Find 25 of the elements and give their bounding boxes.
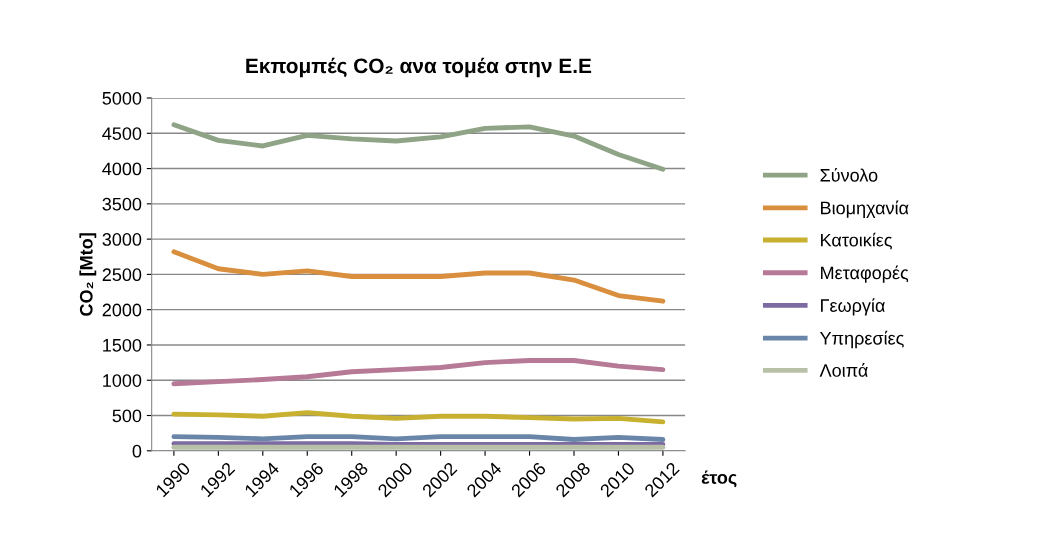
y-tick-label: 4500 (102, 127, 142, 140)
y-tick-label: 4000 (102, 162, 142, 176)
y-tick-label: 2000 (102, 303, 142, 317)
legend-label: Μεταφορές (821, 265, 909, 283)
y-tick-label: 3500 (102, 197, 142, 211)
legend-label: Σύνολο (820, 167, 878, 182)
y-tick-label: 5000 (102, 91, 142, 105)
line-series (171, 122, 666, 172)
y-tick-label: 1000 (103, 374, 142, 387)
y-tick-label: 500 (112, 409, 142, 423)
line-series (171, 410, 666, 425)
y-axis-title: CO₂ [Mto] (79, 233, 97, 316)
y-tick-label: 3000 (102, 233, 142, 246)
legend-label: Κατοικίες (821, 232, 892, 250)
y-tick-label: 1500 (103, 338, 142, 352)
legend-label: Γεωργία (821, 298, 885, 316)
y-tick-label: 0 (132, 444, 142, 458)
chart-title: Εκπομπές CO₂ ανα τομέα στην Ε.Ε (246, 57, 592, 78)
line-series (171, 249, 666, 304)
legend-label: Λοιπά (819, 363, 868, 377)
legend-label: Βιομηχανία (821, 200, 909, 218)
y-tick-label: 2500 (102, 268, 142, 282)
x-axis-title: έτος (701, 470, 737, 488)
legend-label: Υπηρεσίες (819, 330, 904, 349)
line-series (171, 358, 666, 387)
